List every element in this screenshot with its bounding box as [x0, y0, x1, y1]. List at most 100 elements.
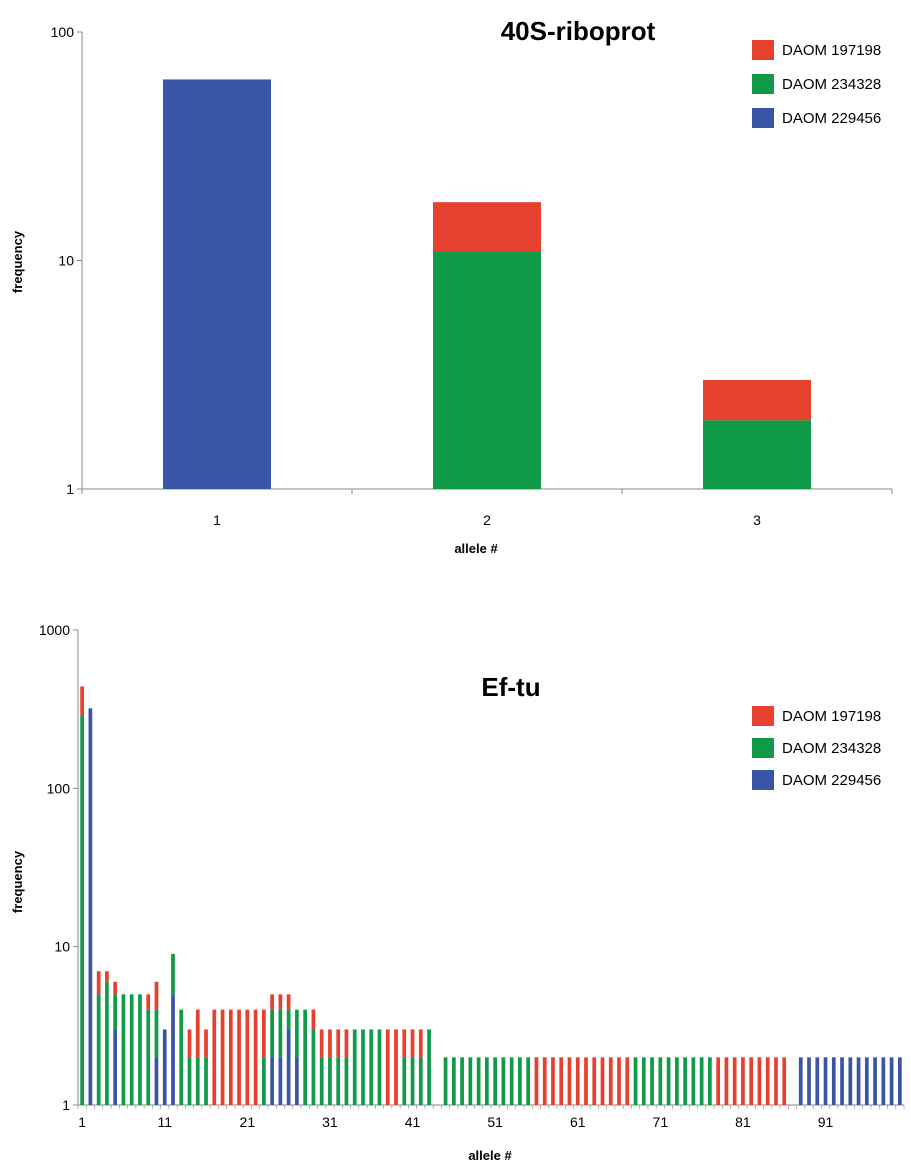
bar-segment: [171, 994, 175, 1105]
bar-segment: [286, 1009, 291, 1030]
bar-segment: [782, 1057, 787, 1105]
x-axis-label: allele #: [468, 1148, 512, 1163]
y-axis-label: frequency: [10, 850, 25, 913]
x-tick-label: 91: [818, 1114, 834, 1130]
bar-segment: [732, 1057, 737, 1105]
bar-segment: [162, 1029, 167, 1105]
chart-title: Ef-tu: [481, 672, 540, 702]
legend-swatch: [752, 706, 774, 726]
bar-segment: [319, 1057, 324, 1105]
bar-segment: [261, 1009, 266, 1058]
bar-segment: [625, 1057, 630, 1105]
bar-segment: [121, 994, 126, 1105]
bar-segment: [204, 1029, 208, 1058]
bar-segment: [336, 1057, 341, 1105]
bar-segment: [328, 1029, 332, 1058]
bar-segment: [493, 1057, 497, 1105]
bar-segment: [584, 1057, 588, 1105]
bar-segment: [509, 1057, 514, 1105]
bar-segment: [88, 708, 93, 1105]
bar-segment: [319, 1029, 324, 1058]
bar-segment: [361, 1029, 365, 1105]
bar-segment: [253, 1009, 258, 1105]
legend-label: DAOM 229456: [782, 772, 881, 789]
bar-segment: [418, 1029, 423, 1058]
bar-segment: [113, 1029, 118, 1105]
x-tick-label: 81: [735, 1114, 751, 1130]
legend-label: DAOM 197198: [782, 708, 881, 725]
y-tick-label: 1: [66, 481, 74, 497]
bar-segment: [765, 1057, 770, 1105]
chart-ef-tu: Ef-tu allele # frequency 1 10 100 1000 1 11 21…: [0, 600, 911, 1165]
bar-segment: [336, 1029, 341, 1058]
x-tick-label: 11: [157, 1114, 172, 1130]
bar-segment: [377, 1029, 382, 1105]
legend-swatch: [752, 738, 774, 758]
bar-segment: [600, 1057, 605, 1105]
legend-swatch: [752, 770, 774, 790]
bar-segment: [410, 1057, 415, 1105]
bar-segment: [105, 981, 109, 1105]
bar-segment: [204, 1057, 208, 1105]
bar-segment: [534, 1057, 539, 1105]
bar-segment: [311, 1029, 316, 1105]
bar-segment: [344, 1057, 349, 1105]
bar-segment: [840, 1057, 844, 1105]
bar-segment: [129, 994, 134, 1105]
bar-segment: [848, 1057, 853, 1105]
bar-segment: [146, 1009, 151, 1105]
bar-segment: [724, 1057, 729, 1105]
bar-segment: [105, 971, 109, 982]
x-axis-label: allele #: [454, 541, 498, 556]
bar-segment: [476, 1057, 481, 1105]
bar-segment: [171, 953, 175, 995]
bar-segment: [451, 1057, 456, 1105]
bar-segment: [856, 1057, 861, 1105]
chart-40s-riboprot-svg: 40S-riboprot allele # frequency 1 10 100 1 2…: [10, 16, 893, 556]
y-axis-label: frequency: [10, 230, 25, 293]
bar-segment: [807, 1057, 811, 1105]
bar-segment: [80, 686, 84, 716]
bar-segment: [567, 1057, 572, 1105]
bar-segment: [328, 1057, 332, 1105]
bar-segment: [303, 1009, 308, 1105]
bar-segment: [418, 1057, 423, 1105]
bar-segment: [798, 1057, 803, 1105]
bar-segment: [873, 1057, 877, 1105]
bar-segment: [410, 1029, 415, 1058]
bar-segment: [385, 1029, 390, 1105]
bar-segment: [898, 1057, 902, 1105]
chart-title: 40S-riboprot: [501, 16, 656, 46]
bar-segment: [286, 1029, 291, 1105]
bar-segment: [774, 1057, 778, 1105]
bar-segment: [658, 1057, 663, 1105]
bar-segment: [526, 1057, 531, 1105]
bar-segment: [270, 1057, 274, 1105]
bar-segment: [154, 981, 159, 1010]
x-tick-label: 1: [213, 512, 221, 528]
bar-segment: [683, 1057, 687, 1105]
legend-label: DAOM 234328: [782, 740, 881, 757]
bar-segment: [220, 1009, 225, 1105]
bar-segment: [501, 1057, 506, 1105]
bar-segment: [485, 1057, 489, 1105]
bar-segment: [146, 994, 151, 1010]
x-tick-label: 3: [753, 512, 761, 528]
bar-segment: [311, 1009, 316, 1030]
bar-segment: [402, 1057, 407, 1105]
bar-segment: [468, 1057, 473, 1105]
bar-segment: [295, 1057, 299, 1105]
bar-segment: [703, 379, 811, 421]
x-tick-label: 61: [570, 1114, 586, 1130]
bar-segment: [757, 1057, 762, 1105]
legend-label: DAOM 197198: [782, 42, 881, 59]
bar-segment: [650, 1057, 654, 1105]
bar-segment: [823, 1057, 828, 1105]
y-tick-label: 100: [51, 24, 75, 40]
bar-segment: [113, 994, 118, 1030]
bar-segment: [864, 1057, 869, 1105]
bar-segment: [352, 1029, 357, 1105]
bar-segment: [179, 1009, 184, 1105]
bar-segment: [278, 994, 283, 1010]
bar-segment: [460, 1057, 464, 1105]
